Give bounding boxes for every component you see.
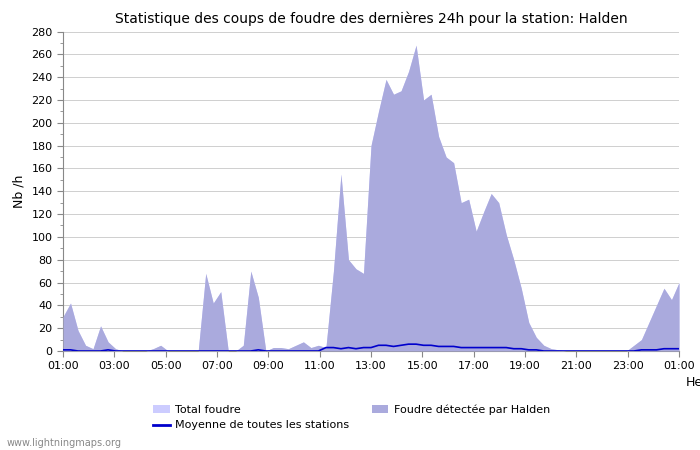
Title: Statistique des coups de foudre des dernières 24h pour la station: Halden: Statistique des coups de foudre des dern… (115, 12, 627, 26)
Text: Heure: Heure (686, 376, 700, 389)
Legend: Total foudre, Moyenne de toutes les stations, Foudre détectée par Halden: Total foudre, Moyenne de toutes les stat… (148, 400, 554, 435)
Text: www.lightningmaps.org: www.lightningmaps.org (7, 438, 122, 448)
Y-axis label: Nb /h: Nb /h (13, 175, 26, 208)
